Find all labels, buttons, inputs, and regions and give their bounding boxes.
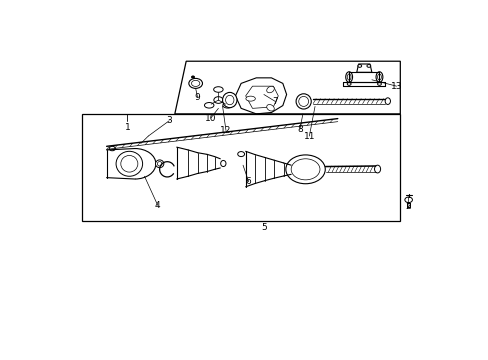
Text: 4: 4 [155,201,160,210]
Text: 1: 1 [124,123,130,132]
Ellipse shape [375,72,382,82]
Ellipse shape [223,103,232,108]
Ellipse shape [266,104,274,111]
Ellipse shape [296,94,311,109]
Circle shape [404,197,411,203]
Text: 9: 9 [194,93,200,102]
Text: 12: 12 [220,126,231,135]
Circle shape [377,82,381,85]
Circle shape [237,152,244,157]
Ellipse shape [377,74,381,80]
Text: 11: 11 [303,131,314,140]
Ellipse shape [346,74,350,80]
Circle shape [357,64,361,67]
Circle shape [346,82,350,85]
Ellipse shape [121,156,138,172]
Ellipse shape [266,86,274,93]
Circle shape [109,146,115,151]
Text: 6: 6 [245,177,251,186]
Ellipse shape [157,162,162,166]
Ellipse shape [220,161,225,167]
Ellipse shape [245,96,255,101]
Ellipse shape [116,151,142,176]
Circle shape [366,64,370,67]
Ellipse shape [204,103,214,108]
Ellipse shape [374,165,380,173]
Ellipse shape [345,72,352,82]
Text: 10: 10 [204,113,216,122]
Ellipse shape [385,98,389,104]
Text: 5: 5 [261,223,266,232]
Ellipse shape [222,93,237,108]
Ellipse shape [225,95,233,105]
Ellipse shape [155,160,163,168]
Text: 13: 13 [390,82,402,91]
Circle shape [191,76,194,78]
Text: 8: 8 [296,125,302,134]
Ellipse shape [298,96,308,107]
Text: 2: 2 [404,202,410,211]
Circle shape [213,97,223,103]
Text: 3: 3 [166,116,172,125]
Ellipse shape [213,87,223,92]
Text: 7: 7 [272,97,278,106]
